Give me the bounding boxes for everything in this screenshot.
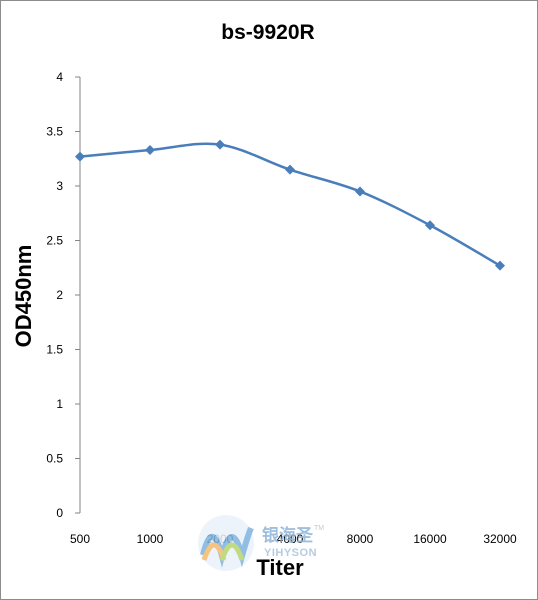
y-tick-label: 4 bbox=[56, 70, 63, 84]
chart-title: bs-9920R bbox=[221, 21, 314, 44]
y-tick-label: 0 bbox=[56, 506, 63, 520]
x-tick-label: 32000 bbox=[483, 532, 517, 546]
x-tick-label: 16000 bbox=[413, 532, 447, 546]
data-point bbox=[75, 151, 85, 162]
series-line bbox=[79, 142, 501, 267]
data-point bbox=[145, 145, 155, 156]
x-tick-label: 8000 bbox=[347, 532, 374, 546]
data-point bbox=[425, 220, 435, 231]
watermark-tm: TM bbox=[314, 525, 324, 532]
plot-area bbox=[75, 139, 505, 271]
x-tick-label: 500 bbox=[70, 532, 90, 546]
y-tick-label: 3.5 bbox=[46, 125, 63, 139]
y-tick-label: 2.5 bbox=[46, 234, 63, 248]
y-tick-label: 0.5 bbox=[46, 452, 63, 466]
data-point bbox=[355, 186, 365, 197]
y-tick-label: 3 bbox=[56, 179, 63, 193]
y-axis-ticks: 0 0.5 1 1.5 2 2.5 3 3.5 4 bbox=[46, 70, 80, 520]
y-tick-label: 2 bbox=[56, 288, 63, 302]
x-tick-label: 1000 bbox=[137, 532, 164, 546]
data-point bbox=[285, 164, 295, 175]
data-point bbox=[495, 260, 505, 271]
x-tick-label: 4000 bbox=[277, 532, 304, 546]
y-axis-title: OD450nm bbox=[11, 245, 36, 348]
watermark-en: YIHYSON bbox=[264, 547, 317, 559]
x-axis-title: Titer bbox=[256, 555, 304, 580]
watermark-emblem-icon bbox=[198, 515, 254, 571]
watermark-cn: 银海圣 bbox=[262, 525, 314, 546]
data-point bbox=[215, 139, 225, 150]
watermark-logo: 银海圣 TM YIHYSON bbox=[198, 515, 324, 571]
y-tick-label: 1 bbox=[56, 397, 63, 411]
y-tick-label: 1.5 bbox=[46, 343, 63, 357]
